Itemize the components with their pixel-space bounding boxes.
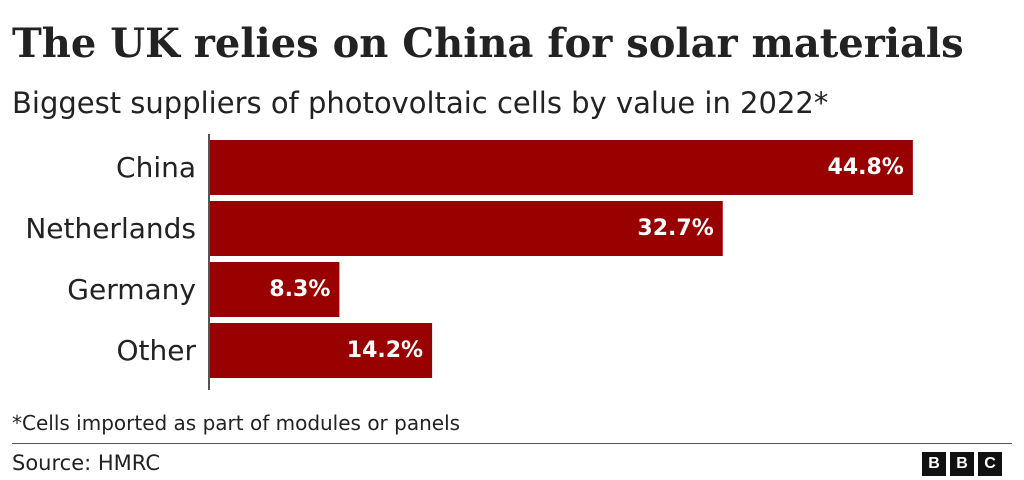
data-label: 44.8% — [828, 155, 904, 180]
data-label: 32.7% — [637, 216, 713, 241]
logo-letter: C — [978, 452, 1002, 476]
data-label: 8.3% — [269, 277, 330, 302]
footnote: *Cells imported as part of modules or pa… — [12, 411, 461, 435]
source-note: Source: HMRC — [12, 451, 160, 475]
chart-subtitle: Biggest suppliers of photovoltaic cells … — [12, 86, 829, 120]
bar-chart: China 44.8% Netherlands 32.7% Germany 8.3% Oth… — [25, 134, 913, 390]
category-label: China — [116, 151, 196, 184]
data-label: 14.2% — [347, 338, 423, 363]
category-label: Other — [116, 334, 196, 367]
logo-letter: B — [950, 452, 974, 476]
chart-title: The UK relies on China for solar materia… — [12, 20, 964, 67]
bar — [209, 201, 723, 256]
category-label: Germany — [67, 273, 196, 306]
footer-divider — [12, 443, 1012, 444]
logo-letter: B — [922, 452, 946, 476]
bbc-logo: B B C — [922, 452, 1002, 476]
category-label: Netherlands — [25, 212, 196, 245]
bar — [209, 323, 433, 378]
bar — [209, 262, 340, 317]
bar — [209, 140, 913, 195]
